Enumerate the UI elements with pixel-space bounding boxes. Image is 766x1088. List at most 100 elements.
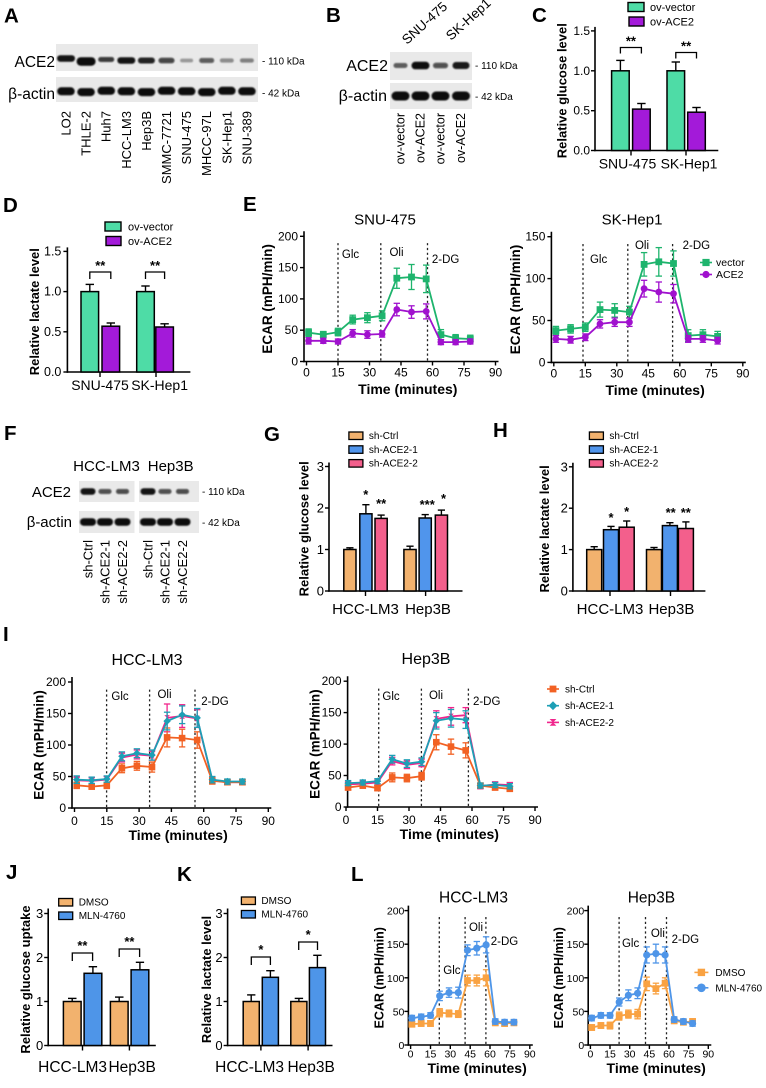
svg-text:I: I (3, 623, 9, 646)
svg-text:30: 30 (132, 814, 146, 828)
svg-text:Glc: Glc (622, 938, 640, 950)
svg-text:sh-ACE2-2: sh-ACE2-2 (565, 718, 614, 729)
svg-text:***: *** (420, 497, 436, 512)
svg-text:200: 200 (278, 229, 298, 243)
svg-text:3: 3 (561, 459, 568, 474)
svg-text:J: J (6, 861, 17, 884)
svg-text:sh-Ctrl: sh-Ctrl (565, 685, 594, 696)
svg-text:sh-ACE2-2: sh-ACE2-2 (115, 540, 130, 604)
svg-text:*: * (306, 927, 312, 942)
svg-text:THLE-2: THLE-2 (79, 111, 94, 156)
svg-text:Glc: Glc (111, 691, 129, 703)
svg-text:30: 30 (444, 1049, 456, 1061)
svg-text:*: * (608, 510, 614, 525)
svg-text:ov-ACE2: ov-ACE2 (128, 236, 172, 248)
svg-text:50: 50 (53, 770, 67, 784)
svg-text:sh-ACE2-1: sh-ACE2-1 (609, 445, 658, 456)
svg-text:K: K (177, 863, 192, 886)
svg-text:Time (minutes): Time (minutes) (358, 381, 457, 397)
svg-text:2-DG: 2-DG (672, 934, 700, 946)
svg-text:0: 0 (59, 801, 66, 815)
svg-text:Time (minutes): Time (minutes) (607, 1060, 706, 1076)
svg-text:200: 200 (322, 674, 342, 688)
svg-text:DMSO: DMSO (715, 968, 745, 979)
svg-text:Oli: Oli (635, 240, 649, 252)
svg-text:Hep3B: Hep3B (148, 458, 194, 475)
svg-text:1.0: 1.0 (44, 285, 61, 299)
svg-text:ECAR (mPH/min): ECAR (mPH/min) (373, 927, 387, 1028)
svg-text:vector: vector (716, 257, 745, 269)
svg-text:sh-ACE2-2: sh-ACE2-2 (175, 540, 190, 604)
svg-text:50: 50 (285, 323, 299, 337)
svg-text:200: 200 (387, 906, 405, 918)
svg-text:Oli: Oli (429, 690, 443, 702)
svg-text:HCC-LM3: HCC-LM3 (111, 652, 182, 669)
svg-text:sh-ACE2-1: sh-ACE2-1 (158, 540, 173, 604)
svg-text:SNU-475: SNU-475 (179, 111, 194, 164)
svg-text:Oli: Oli (389, 247, 403, 259)
svg-text:90: 90 (524, 1049, 536, 1061)
svg-text:60: 60 (197, 814, 211, 828)
svg-text:β-actin: β-actin (8, 86, 55, 103)
svg-text:2: 2 (36, 950, 43, 965)
svg-text:100: 100 (387, 973, 405, 985)
svg-text:B: B (326, 4, 341, 27)
svg-text:Hep3B: Hep3B (108, 1059, 155, 1076)
svg-text:- 42 kDa: - 42 kDa (202, 518, 240, 529)
svg-text:ov-ACE2: ov-ACE2 (454, 113, 468, 163)
svg-text:- 110 kDa: - 110 kDa (262, 57, 305, 68)
svg-text:15: 15 (579, 366, 593, 380)
svg-text:Glc: Glc (342, 249, 360, 261)
svg-text:1: 1 (561, 542, 568, 557)
svg-text:0: 0 (399, 1040, 405, 1052)
svg-text:MLN-4760: MLN-4760 (79, 911, 126, 922)
svg-text:Relative lactate level: Relative lactate level (27, 248, 42, 375)
svg-text:*: * (258, 942, 264, 957)
svg-text:2: 2 (561, 501, 568, 516)
svg-text:ECAR (mPH/min): ECAR (mPH/min) (32, 690, 47, 800)
svg-text:**: ** (77, 938, 88, 953)
svg-text:D: D (3, 194, 18, 217)
svg-text:75: 75 (504, 1049, 516, 1061)
svg-text:F: F (4, 422, 17, 445)
svg-text:ECAR (mPH/min): ECAR (mPH/min) (552, 927, 566, 1028)
svg-text:**: ** (666, 505, 677, 520)
svg-text:E: E (243, 193, 257, 216)
svg-text:Relative lactate level: Relative lactate level (199, 916, 214, 1043)
svg-text:50: 50 (573, 1006, 585, 1018)
svg-text:0: 0 (317, 584, 324, 599)
svg-text:200: 200 (567, 906, 585, 918)
svg-text:C: C (532, 4, 547, 27)
svg-text:- 110 kDa: - 110 kDa (475, 61, 518, 72)
svg-text:SNU-475: SNU-475 (599, 156, 657, 172)
svg-text:100: 100 (567, 973, 585, 985)
svg-text:100: 100 (46, 738, 66, 752)
svg-text:0.0: 0.0 (44, 365, 61, 379)
svg-text:SK-Hep1: SK-Hep1 (602, 212, 663, 229)
svg-text:150: 150 (322, 706, 342, 720)
svg-text:ECAR (mPH/min): ECAR (mPH/min) (260, 244, 275, 354)
svg-text:SK-Hep1: SK-Hep1 (219, 111, 234, 164)
svg-text:SK-Hep1: SK-Hep1 (661, 156, 718, 172)
svg-text:DMSO: DMSO (79, 898, 109, 909)
svg-text:0: 0 (303, 366, 310, 380)
svg-text:2-DG: 2-DG (683, 240, 711, 252)
svg-text:100: 100 (322, 737, 342, 751)
svg-text:90: 90 (262, 814, 276, 828)
svg-text:0: 0 (215, 1038, 222, 1053)
svg-text:75: 75 (229, 814, 243, 828)
svg-text:1.0: 1.0 (573, 64, 590, 78)
svg-text:15: 15 (100, 814, 114, 828)
svg-text:75: 75 (457, 366, 471, 380)
svg-text:200: 200 (46, 675, 66, 689)
svg-text:75: 75 (683, 1049, 695, 1061)
svg-text:Hep3B: Hep3B (648, 601, 694, 618)
svg-text:- 42 kDa: - 42 kDa (475, 92, 513, 103)
svg-text:HCC-LM3: HCC-LM3 (119, 111, 134, 169)
svg-text:*: * (624, 504, 630, 519)
svg-text:1: 1 (36, 994, 43, 1009)
svg-text:ACE2: ACE2 (15, 54, 56, 71)
svg-text:Glc: Glc (382, 691, 400, 703)
svg-text:2: 2 (317, 501, 324, 516)
svg-text:15: 15 (425, 1049, 437, 1061)
